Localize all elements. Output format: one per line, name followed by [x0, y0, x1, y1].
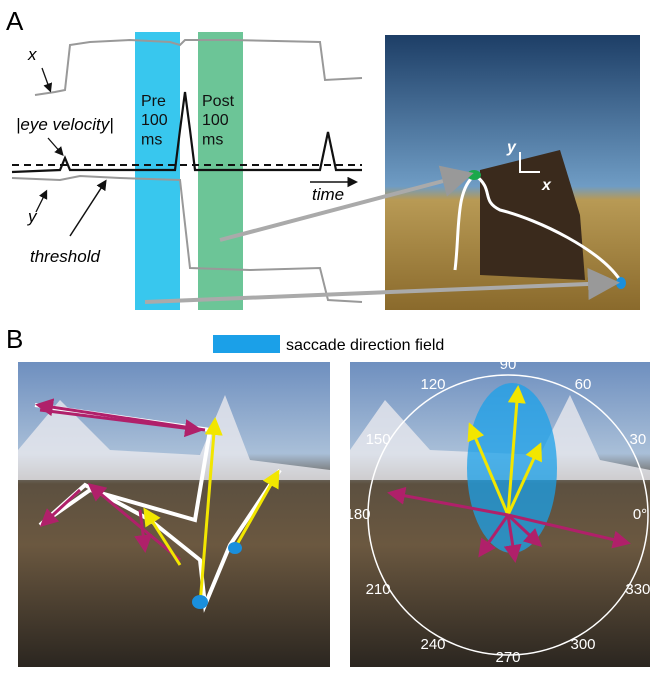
polar-label: 0°: [633, 506, 647, 523]
axis-label: time: [312, 185, 344, 204]
arrow: [36, 192, 46, 212]
polar-label: 30: [630, 431, 647, 448]
fixation: [228, 542, 242, 554]
polar-label: 120: [420, 376, 445, 393]
axis-label: x: [541, 177, 552, 194]
arrow: [70, 182, 105, 236]
axis-label: y: [506, 139, 517, 156]
trace-label: x: [27, 45, 37, 64]
fixation: [616, 277, 626, 289]
polar-label: 240: [420, 636, 445, 653]
trace-label: |eye velocity|: [16, 115, 114, 134]
trace-label: threshold: [30, 247, 100, 266]
polar-label: 330: [625, 581, 650, 598]
panel-label: B: [6, 324, 23, 354]
polar-label: 270: [495, 649, 520, 666]
fixation: [467, 170, 481, 180]
fixation: [192, 595, 208, 609]
polar-label: 210: [366, 581, 391, 598]
polar-label: 90: [500, 356, 517, 373]
arrow: [48, 138, 62, 154]
polar-label: 180: [345, 506, 370, 523]
polar-label: 150: [366, 431, 391, 448]
polar-label: 300: [570, 636, 595, 653]
figure: A x |eye velocity| y threshold time Pre1…: [0, 0, 658, 669]
arrow: [42, 68, 50, 90]
y-trace: [12, 176, 362, 302]
panel-label: A: [6, 6, 24, 36]
legend-swatch: [213, 335, 280, 353]
legend-label: saccade direction field: [286, 337, 444, 354]
polar-label: 60: [575, 376, 592, 393]
